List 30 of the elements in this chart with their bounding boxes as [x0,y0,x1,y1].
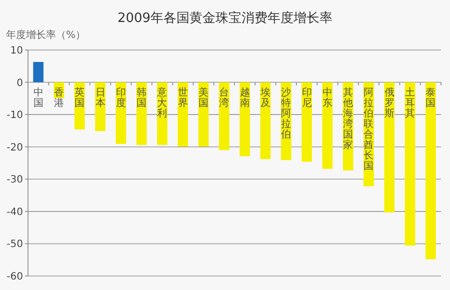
y-axis-title: 年度增长率（%） [6,29,86,41]
x-tick-label: 泰国 [426,87,436,109]
x-tick-label: 韩国 [136,86,147,109]
x-tick-label: 香港 [54,86,64,109]
y-tick-label: -50 [6,239,23,250]
x-tick-label: 越南 [240,86,250,109]
x-tick-label: 沙特阿拉伯 [281,86,292,140]
x-tick-label: 俄罗斯 [384,86,394,120]
x-tick-label: 世界 [178,86,188,109]
x-tick-label: 台湾 [219,86,230,109]
x-tick-label: 土耳其 [405,86,416,120]
x-tick-label: 阿拉伯联合酋长国 [364,87,374,172]
x-tick-label: 中东 [322,86,332,109]
y-tick-label: 0 [16,78,23,89]
x-tick-label: 埃及 [259,86,270,109]
y-tick-label: -20 [6,142,23,154]
x-tick-label: 印尼 [302,86,312,109]
y-tick-label: -40 [6,206,23,218]
x-tick-label: 其他海湾国家 [343,86,354,151]
x-tick-label: 中国 [33,86,44,109]
x-tick-label: 印度 [116,86,126,109]
x-tick-label: 意大利 [156,86,168,120]
y-tick-label: -60 [6,272,23,282]
y-tick-label: -30 [6,174,23,186]
y-tick-label: 10 [10,46,23,56]
x-tick-label: 美国 [198,86,209,109]
x-tick-label: 日本 [95,87,106,109]
y-tick-label: -10 [6,110,23,122]
x-tick-label: 英国 [74,86,85,109]
chart-title: 2009年各国黄金珠宝消费年度增长率 [117,10,333,26]
